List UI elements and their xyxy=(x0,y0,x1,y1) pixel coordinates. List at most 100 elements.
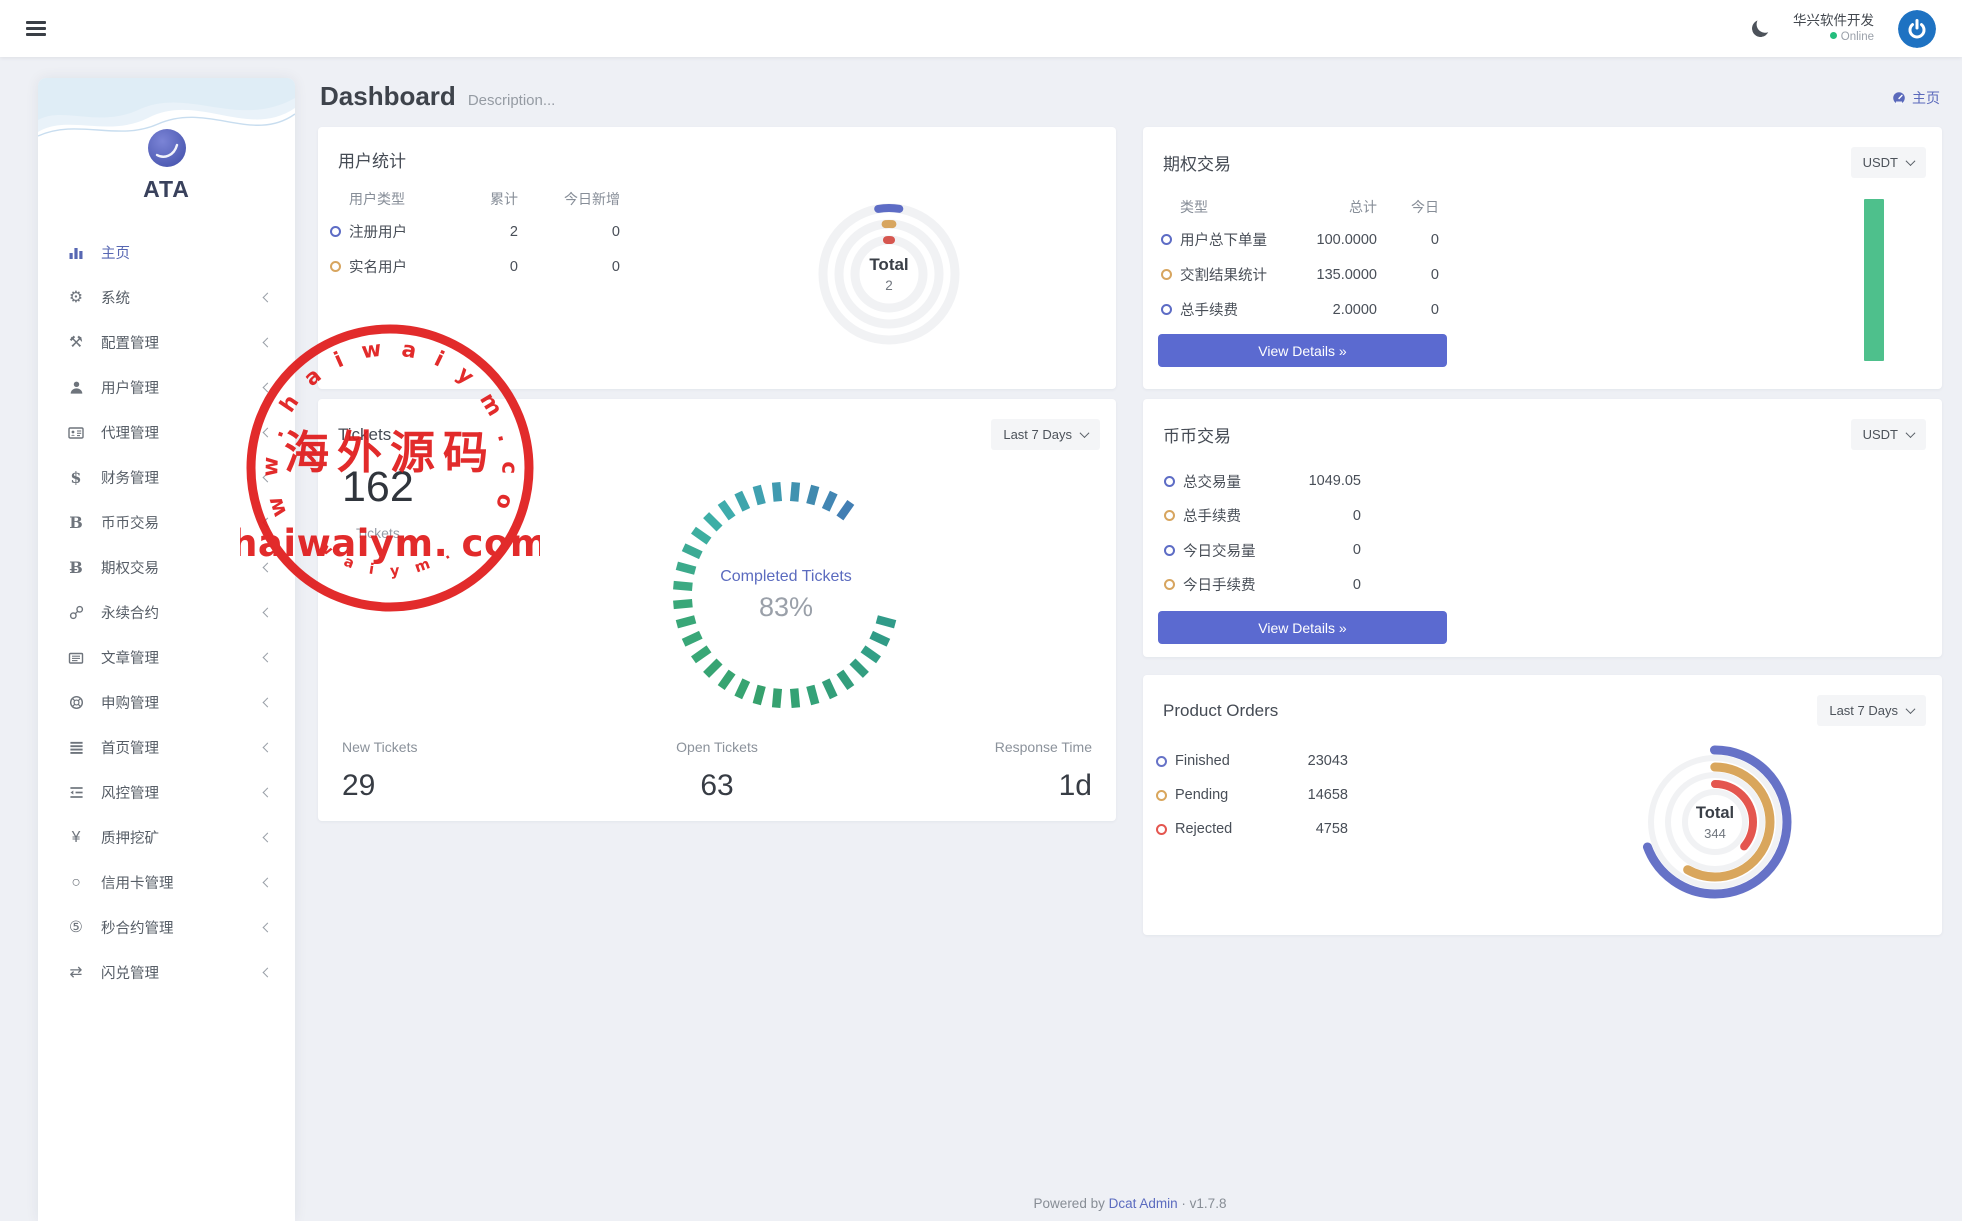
row-total: 2 xyxy=(509,223,518,240)
sidebar-item-13[interactable]: ¥ 质押挖矿 xyxy=(38,815,295,860)
tickets-period-select[interactable]: Last 7 Days xyxy=(991,419,1100,450)
sidebar-item-14[interactable]: ○ 信用卡管理 xyxy=(38,860,295,905)
bullet-icon xyxy=(1161,304,1172,315)
sidebar-item-label: 永续合约 xyxy=(101,606,159,622)
sidebar-item-3[interactable]: 用户管理 xyxy=(38,365,295,410)
five-icon: ⑤ xyxy=(69,919,83,936)
sidebar-item-2[interactable]: ⚒ 配置管理 xyxy=(38,320,295,365)
user-icon xyxy=(65,380,87,395)
options-currency-select[interactable]: USDT xyxy=(1850,147,1926,178)
newspaper-icon xyxy=(65,650,87,666)
chevron-left-icon xyxy=(262,877,273,888)
sidebar-item-16[interactable]: ⇄ 闪兑管理 xyxy=(38,950,295,995)
user-menu[interactable]: 华兴软件开发 Online xyxy=(1793,12,1874,44)
bitcoin-icon: Ƀ xyxy=(69,558,83,577)
column-header: 今日新增 xyxy=(564,191,620,207)
chevron-left-icon xyxy=(262,337,273,348)
chevron-left-icon xyxy=(262,742,273,753)
sidebar-item-label: 期权交易 xyxy=(101,561,159,577)
user-stats-donut-chart xyxy=(809,194,969,359)
sidebar-item-6[interactable]: B 币币交易 xyxy=(38,500,295,545)
row-total: 2.0000 xyxy=(1332,301,1377,318)
product-orders-rows: Finished 23043 Pending 14658 Rejected 4758 xyxy=(1143,744,1942,846)
sidebar-item-label: 文章管理 xyxy=(101,651,159,667)
dark-mode-moon-icon[interactable] xyxy=(1750,18,1771,39)
sidebar-item-label: 财务管理 xyxy=(101,471,159,487)
row-value: 1049.05 xyxy=(1308,473,1361,490)
outdent-list-icon xyxy=(65,785,87,800)
row-today: 0 xyxy=(611,223,620,240)
chevron-down-icon xyxy=(1905,428,1916,439)
chevron-left-icon xyxy=(262,607,273,618)
breadcrumb[interactable]: 主页 xyxy=(1892,88,1940,108)
user-avatar[interactable] xyxy=(1898,9,1936,48)
sidebar-item-label: 主页 xyxy=(101,246,130,262)
chevron-left-icon xyxy=(262,922,273,933)
user-stats-table: 用户类型 累计 今日新增 注册用户 2 0 实名用户 0 0 xyxy=(330,184,1116,284)
table-row: 实名用户 0 0 xyxy=(330,249,1116,284)
tickets-gauge-center: Completed Tickets 83% xyxy=(720,567,852,622)
sidebar-item-12[interactable]: 风控管理 xyxy=(38,770,295,815)
bullet-icon xyxy=(1156,755,1167,767)
view-details-button[interactable]: View Details » xyxy=(1158,334,1447,367)
row-label: 总手续费 xyxy=(1183,509,1241,526)
tickets-stats-row: New Tickets 29 Open Tickets 63 Response Time… xyxy=(342,739,1092,803)
stat-label: Open Tickets xyxy=(676,739,758,755)
chevron-down-icon xyxy=(1905,156,1916,167)
chevron-left-icon xyxy=(262,562,273,573)
list-item: 总手续费 0 xyxy=(1143,499,1361,534)
sidebar-menu: 主页 ⚙ 系统 ⚒ 配置管理 用户管理代理管理 $ 财务管理 B 币币交易 Ƀ 期权交易永续合约文章管… xyxy=(38,230,295,995)
chevron-left-icon xyxy=(262,292,273,303)
sidebar-item-11[interactable]: 首页管理 xyxy=(38,725,295,770)
column-header: 用户类型 xyxy=(349,191,405,207)
sidebar-item-4[interactable]: 代理管理 xyxy=(38,410,295,455)
row-today: 0 xyxy=(1430,301,1439,318)
sidebar-item-label: 配置管理 xyxy=(101,336,159,352)
home-icon xyxy=(65,245,87,261)
sidebar-item-1[interactable]: ⚙ 系统 xyxy=(38,275,295,320)
stat-label: New Tickets xyxy=(342,739,418,755)
sidebar-item-9[interactable]: 文章管理 xyxy=(38,635,295,680)
coin-currency-select[interactable]: USDT xyxy=(1850,419,1926,450)
main-content: Dashboard Description... 主页 xyxy=(295,57,1962,1221)
coin-trading-rows: 总交易量 1049.05 总手续费 0 今日交易量 0 今日手续费 0 xyxy=(1143,464,1942,602)
row-label: 用户总下单量 xyxy=(1161,229,1299,250)
sidebar-item-label: 首页管理 xyxy=(101,741,159,757)
sidebar-item-0[interactable]: 主页 xyxy=(38,230,295,275)
brand-name: ATA xyxy=(143,176,190,202)
menu-toggle-icon[interactable] xyxy=(26,18,46,40)
sidebar-item-10[interactable]: 申购管理 xyxy=(38,680,295,725)
sidebar-item-15[interactable]: ⑤ 秒合约管理 xyxy=(38,905,295,950)
row-value: 0 xyxy=(1352,576,1361,593)
gear-icon: ⚙ xyxy=(69,289,83,306)
row-total: 100.0000 xyxy=(1316,231,1377,248)
sidebar-item-label: 代理管理 xyxy=(101,426,159,442)
sidebar-item-7[interactable]: Ƀ 期权交易 xyxy=(38,545,295,590)
row-value: 14658 xyxy=(1307,787,1348,803)
table-header: 类型 总计 今日 xyxy=(1161,192,1942,222)
dcat-admin-link[interactable]: Dcat Admin xyxy=(1108,1196,1178,1211)
bullet-icon xyxy=(1164,579,1175,591)
options-trading-table: 类型 总计 今日 用户总下单量 100.0000 0 交割结果统计 135.0000 0 总手续费… xyxy=(1161,192,1942,327)
chevron-left-icon xyxy=(262,967,273,978)
id-card-icon xyxy=(65,425,87,441)
row-label: Finished xyxy=(1175,753,1230,769)
bullet-icon xyxy=(1161,234,1172,245)
stat-value: 29 xyxy=(342,769,376,802)
chevron-left-icon xyxy=(262,832,273,843)
row-today: 0 xyxy=(1430,266,1439,283)
brand-logo-icon[interactable] xyxy=(147,128,187,168)
sidebar-item-8[interactable]: 永续合约 xyxy=(38,590,295,635)
row-value: 23043 xyxy=(1307,753,1348,769)
chevron-left-icon xyxy=(262,472,273,483)
orders-period-select[interactable]: Last 7 Days xyxy=(1817,695,1926,726)
stat-label: Response Time xyxy=(994,739,1092,755)
chevron-left-icon xyxy=(262,382,273,393)
life-ring-icon xyxy=(65,695,87,710)
card-title: 币币交易 xyxy=(1163,427,1231,446)
view-details-button[interactable]: View Details » xyxy=(1158,611,1447,644)
sidebar-item-5[interactable]: $ 财务管理 xyxy=(38,455,295,500)
sidebar-item-label: 币币交易 xyxy=(101,516,159,532)
donut-center-label: Total 2 xyxy=(869,255,909,293)
bullet-icon xyxy=(330,226,341,237)
